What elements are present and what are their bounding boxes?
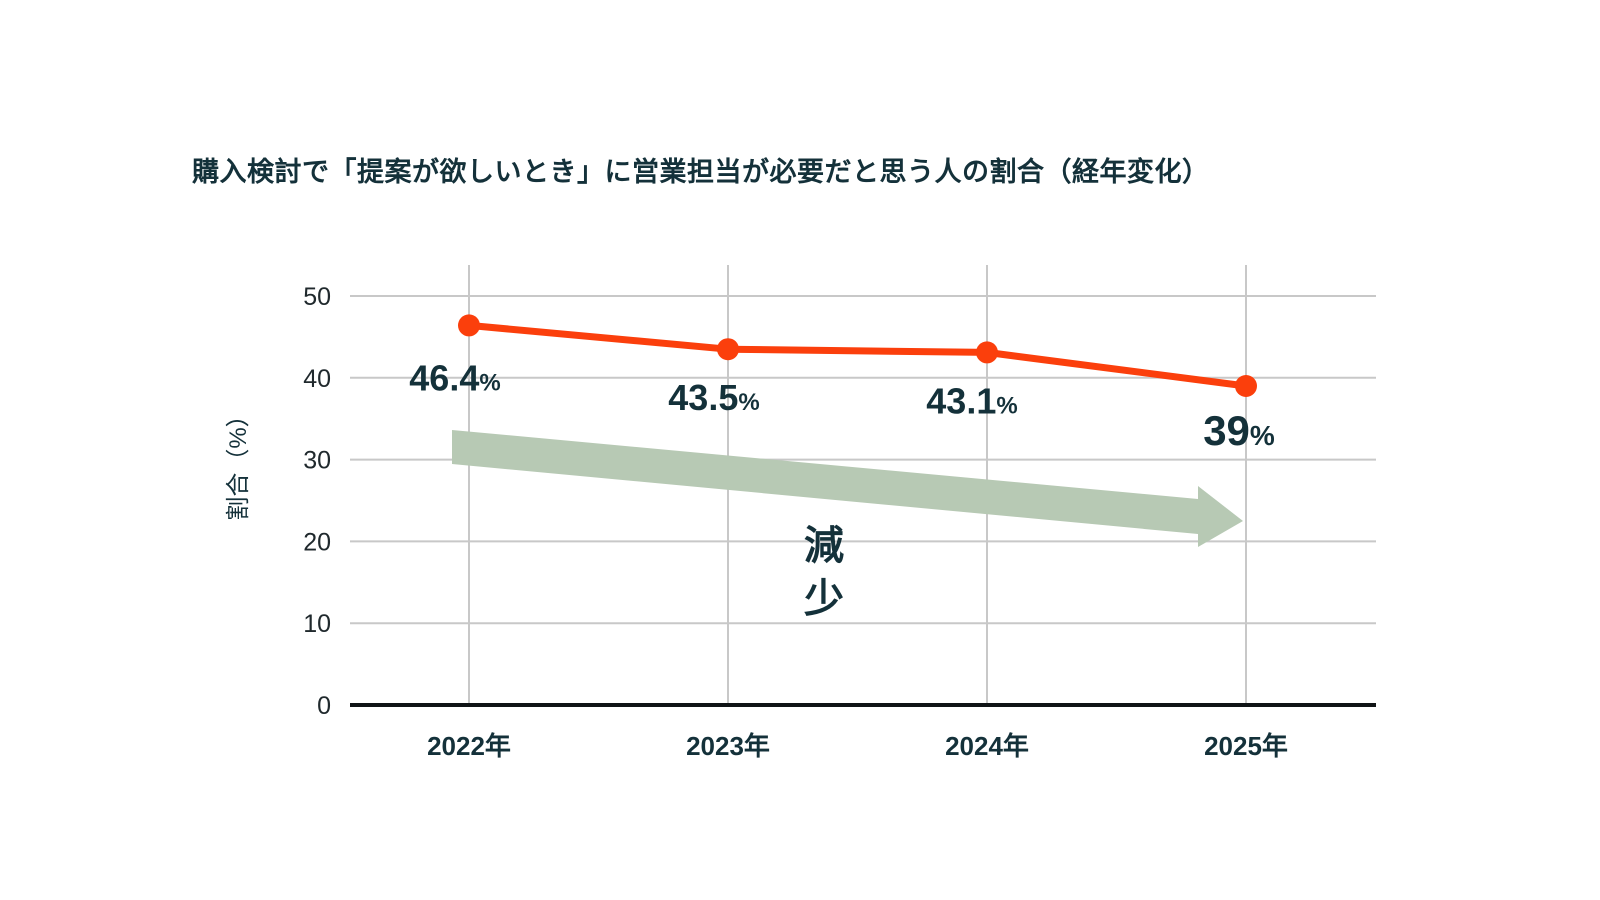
y-tick-label-30: 30 [303, 447, 331, 475]
chart-title: 購入検討で「提案が欲しいとき」に営業担当が必要だと思う人の割合（経年変化） [192, 157, 1210, 187]
y-tick-label-20: 20 [303, 528, 331, 556]
data-label-0: 46.4% [409, 357, 500, 398]
y-axis-title: 割合（%） [225, 403, 252, 520]
data-label-3: 39% [1203, 407, 1275, 454]
x-tick-label-2: 2024年 [945, 731, 1029, 761]
annotation-label-char-1: 少 [804, 577, 844, 621]
y-tick-label-10: 10 [303, 610, 331, 638]
x-tick-label-0: 2022年 [427, 731, 511, 761]
data-line [465, 321, 1250, 390]
trend-arrow [452, 430, 1243, 547]
x-tick-label-1: 2023年 [686, 731, 770, 761]
data-point-3 [1235, 375, 1257, 397]
y-tick-label-40: 40 [303, 365, 331, 393]
x-tick-label-3: 2025年 [1204, 731, 1288, 761]
y-tick-label-0: 0 [317, 692, 331, 720]
data-point-2 [976, 341, 998, 364]
y-tick-label-50: 50 [303, 283, 331, 311]
annotation-label-char-0: 減 [804, 524, 844, 568]
data-label-1: 43.5% [668, 377, 759, 418]
data-point-1 [717, 338, 739, 361]
data-label-2: 43.1% [926, 380, 1017, 421]
data-point-0 [458, 314, 480, 337]
